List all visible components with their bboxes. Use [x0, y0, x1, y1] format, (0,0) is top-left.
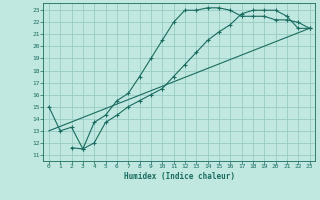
X-axis label: Humidex (Indice chaleur): Humidex (Indice chaleur) [124, 172, 235, 181]
